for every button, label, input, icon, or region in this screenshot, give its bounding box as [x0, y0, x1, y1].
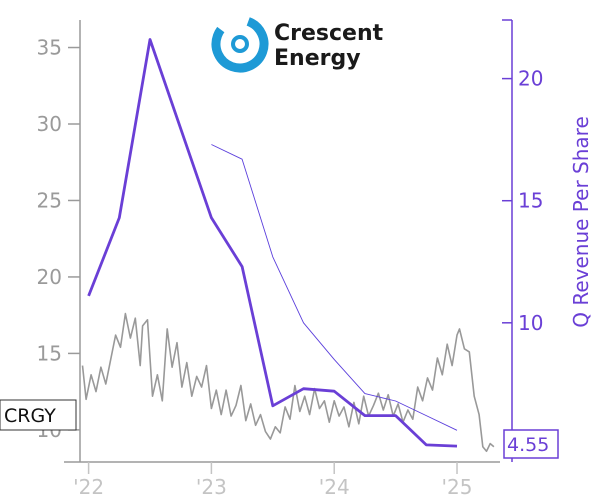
last-value-badge: 4.55: [503, 429, 559, 459]
bottom-tick-label: '23: [196, 475, 227, 499]
right-axis-label: Q Revenue Per Share: [569, 116, 593, 328]
brand-name-line2: Energy: [274, 46, 361, 71]
ticker-badge: CRGY: [0, 399, 77, 431]
bottom-tick-label: '24: [319, 475, 350, 499]
left-tick-label: 20: [37, 265, 62, 289]
left-axis-ticks: 101520253035: [37, 36, 80, 442]
right-tick-label: 20: [518, 67, 543, 91]
right-tick-label: 10: [518, 311, 543, 335]
crescent-logo-icon: [211, 15, 269, 73]
ticker-box: [0, 399, 77, 431]
series-layer: [81, 38, 495, 453]
revenue-line: [87, 38, 458, 448]
brand-name-line1: Crescent: [274, 21, 384, 46]
bottom-tick-label: '25: [442, 475, 473, 499]
bottom-axis-ticks: '22 '23 '24 '25: [73, 462, 472, 499]
left-tick-label: 15: [37, 341, 62, 365]
last-value-label: 4.55: [507, 434, 549, 456]
last-value-box: [503, 429, 559, 459]
thin-line: [211, 144, 458, 431]
left-tick-label: 25: [37, 188, 62, 212]
right-tick-label: 15: [518, 189, 543, 213]
right-axis-ticks: 10 15 20: [502, 67, 543, 335]
ticker-label: CRGY: [4, 405, 56, 427]
left-tick-label: 30: [37, 112, 62, 136]
bottom-tick-label: '22: [73, 475, 104, 499]
price-line: [81, 312, 495, 453]
left-tick-label: 35: [37, 36, 62, 60]
brand-logo: Crescent Energy: [211, 15, 384, 73]
